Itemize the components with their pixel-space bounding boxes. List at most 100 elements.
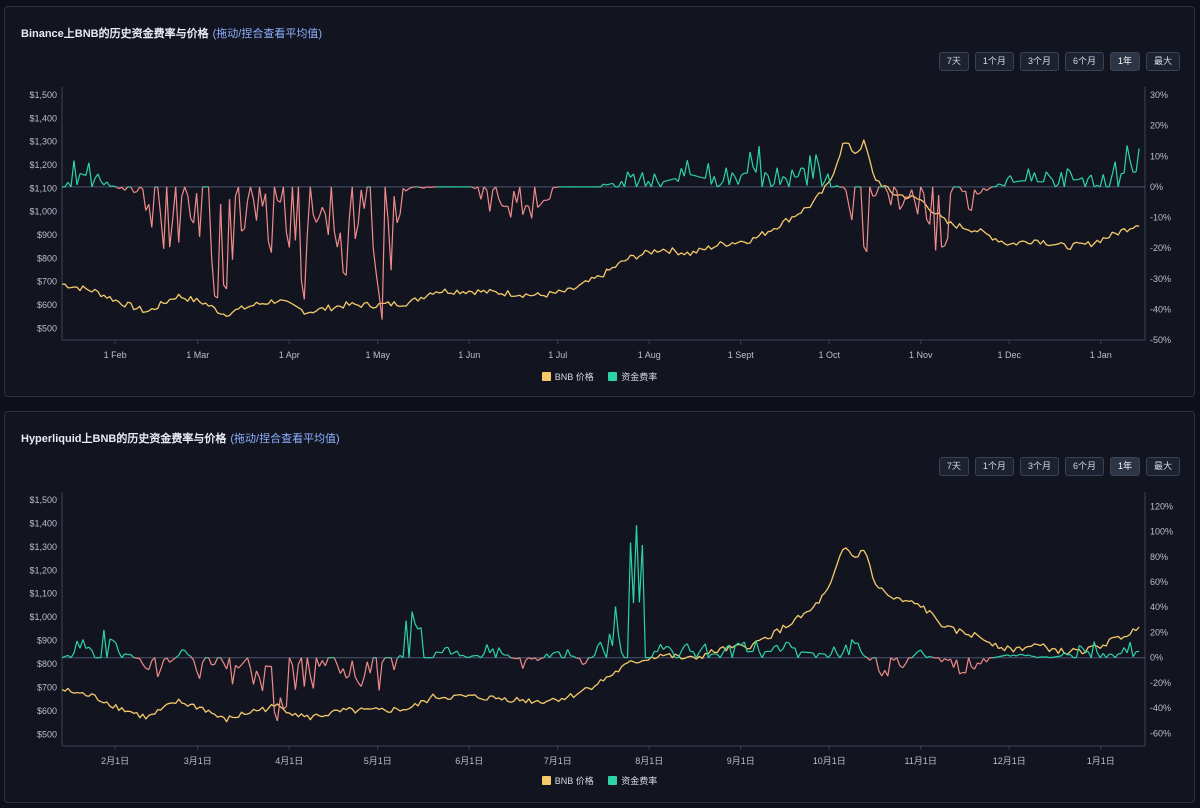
funding-segment-positive xyxy=(88,646,93,651)
funding-segment-negative xyxy=(387,219,392,271)
funding-segment-positive xyxy=(82,639,87,649)
funding-segment-negative xyxy=(582,662,586,666)
funding-segment-negative xyxy=(845,190,850,206)
funding-segment-negative xyxy=(345,219,350,276)
funding-segment-positive xyxy=(1111,161,1116,175)
funding-segment-positive xyxy=(1025,654,1029,657)
funding-segment-positive xyxy=(833,646,838,654)
funding-segment-negative xyxy=(902,663,907,669)
funding-segment-positive xyxy=(929,655,933,658)
funding-segment-negative xyxy=(283,706,287,710)
funding-segment-negative xyxy=(390,196,395,271)
funding-segment-positive xyxy=(1105,653,1110,659)
funding-segment-positive xyxy=(677,168,682,182)
range-1m-button[interactable]: 1个月 xyxy=(974,457,1014,476)
funding-segment-negative xyxy=(935,195,940,251)
range-1y-button[interactable]: 1年 xyxy=(1109,52,1140,71)
funding-segment-negative xyxy=(890,186,895,206)
funding-segment-negative xyxy=(246,186,252,201)
funding-segment-negative xyxy=(187,195,192,219)
legend-label: BNB 价格 xyxy=(554,372,594,382)
funding-segment-positive xyxy=(420,627,425,658)
chart-plot-area[interactable]: $1,500 $1,400 $1,300 $1,200 $1,100 $1,000 $900… xyxy=(5,7,1194,396)
legend-item-price[interactable]: BNB 价格 xyxy=(541,370,594,383)
funding-segment-positive xyxy=(788,642,793,649)
funding-segment-positive xyxy=(779,648,784,652)
funding-segment-negative xyxy=(336,232,341,248)
funding-segment-negative xyxy=(986,657,990,663)
funding-segment-negative xyxy=(136,186,141,193)
funding-segment-negative xyxy=(121,186,126,191)
funding-segment-positive xyxy=(629,542,635,604)
funding-segment-positive xyxy=(626,171,632,178)
left-tick-label: $1,100 xyxy=(29,589,57,599)
funding-segment-negative xyxy=(360,676,365,687)
funding-segment-positive xyxy=(1045,171,1050,177)
legend-item-funding[interactable]: 资金费率 xyxy=(608,774,657,787)
funding-segment-negative xyxy=(953,659,958,668)
funding-segment-positive xyxy=(483,644,488,655)
funding-segment-negative xyxy=(552,186,556,189)
funding-segment-negative xyxy=(199,662,204,679)
funding-segment-negative xyxy=(348,660,353,676)
right-tick-label: 0% xyxy=(1150,653,1163,663)
range-7d-button[interactable]: 7天 xyxy=(938,457,969,476)
range-max-button[interactable]: 最大 xyxy=(1145,457,1180,476)
funding-segment-negative xyxy=(265,665,269,668)
funding-segment-negative xyxy=(522,205,527,215)
funding-segment-positive xyxy=(501,652,506,656)
funding-segment-negative xyxy=(905,196,909,198)
range-3m-button[interactable]: 3个月 xyxy=(1019,457,1059,476)
funding-segment-positive xyxy=(860,650,865,657)
x-tick-label: 5月1日 xyxy=(364,756,392,766)
funding-segment-positive xyxy=(663,180,667,183)
funding-segment-positive xyxy=(97,173,102,182)
funding-segment-positive xyxy=(1066,168,1071,173)
funding-segment-positive xyxy=(824,653,829,659)
funding-segment-negative xyxy=(522,659,527,669)
range-1y-button[interactable]: 1年 xyxy=(1109,457,1140,476)
funding-segment-positive xyxy=(797,167,802,177)
chart-plot-area[interactable]: $1,500 $1,400 $1,300 $1,200 $1,100 $1,000 $900… xyxy=(5,412,1194,802)
funding-segment-negative xyxy=(300,280,305,300)
funding-segment-positive xyxy=(833,185,838,188)
funding-segment-positive xyxy=(725,167,730,186)
funding-segment-positive xyxy=(558,651,563,658)
range-7d-button[interactable]: 7天 xyxy=(938,52,969,71)
x-tick-label: 7月1日 xyxy=(544,756,572,766)
funding-segment-positive xyxy=(405,620,410,658)
left-tick-label: $700 xyxy=(37,682,57,692)
x-tick-label: 1月1日 xyxy=(1087,756,1115,766)
legend-item-price[interactable]: BNB 价格 xyxy=(541,774,594,787)
funding-segment-positive xyxy=(1090,641,1095,658)
funding-segment-positive xyxy=(740,641,745,646)
funding-segment-positive xyxy=(1102,652,1107,659)
legend-item-funding[interactable]: 资金费率 xyxy=(608,370,657,383)
x-tick-label: 1 Aug xyxy=(638,350,661,360)
funding-segment-positive xyxy=(696,175,700,178)
right-tick-label: 100% xyxy=(1150,527,1173,537)
funding-segment-positive xyxy=(609,182,613,185)
funding-segment-positive xyxy=(782,176,787,180)
right-tick-label: 60% xyxy=(1150,577,1168,587)
funding-segment-negative xyxy=(384,186,389,220)
x-tick-label: 1 Jun xyxy=(458,350,480,360)
funding-segment-negative xyxy=(241,228,245,232)
range-6m-button[interactable]: 6个月 xyxy=(1064,457,1104,476)
range-1m-button[interactable]: 1个月 xyxy=(974,52,1014,71)
funding-segment-negative xyxy=(977,662,981,665)
funding-swatch-icon xyxy=(608,776,618,785)
range-6m-button[interactable]: 6个月 xyxy=(1064,52,1104,71)
funding-segment-negative xyxy=(249,668,255,685)
x-tick-label: 3月1日 xyxy=(184,756,212,766)
funding-segment-negative xyxy=(145,204,150,211)
funding-segment-positive xyxy=(1081,177,1086,188)
range-max-button[interactable]: 最大 xyxy=(1145,52,1180,71)
funding-segment-positive xyxy=(408,611,413,658)
funding-segment-negative xyxy=(282,186,287,233)
range-3m-button[interactable]: 3个月 xyxy=(1019,52,1059,71)
funding-segment-positive xyxy=(818,165,823,187)
funding-segment-negative xyxy=(357,682,362,687)
funding-segment-negative xyxy=(540,200,545,205)
funding-segment-negative xyxy=(887,192,892,206)
